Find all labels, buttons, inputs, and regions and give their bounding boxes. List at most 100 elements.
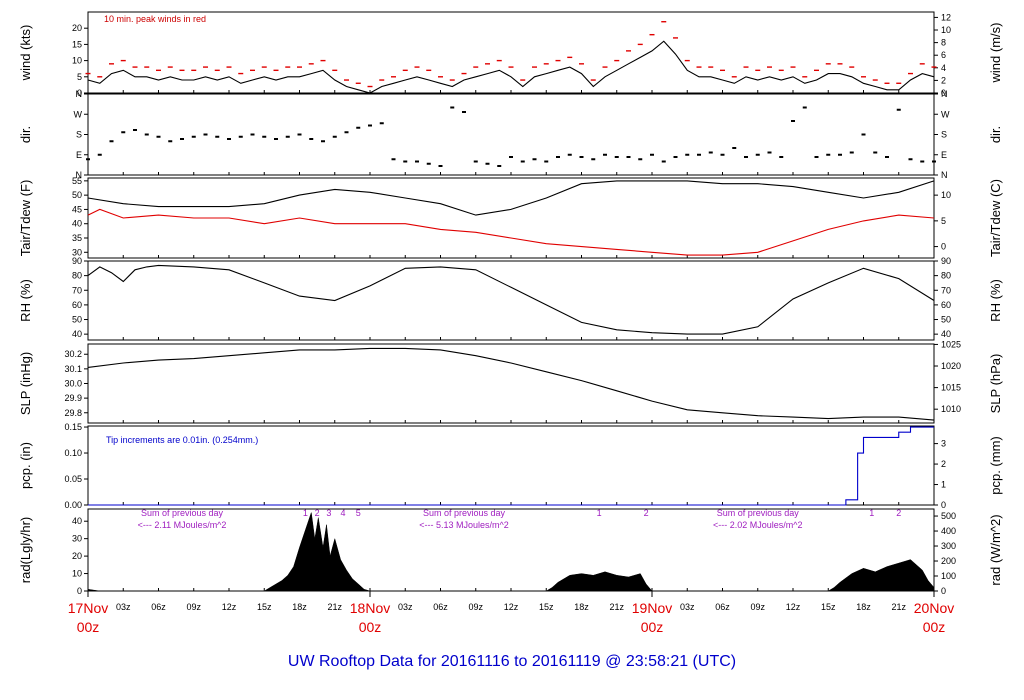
dir-point-40 (556, 156, 560, 158)
dir-point-18 (297, 133, 302, 136)
hour-tick-label-15: 06z (715, 602, 730, 612)
hour-tick-label-7: 03z (398, 602, 413, 612)
wind-ytick-right-label: 10 (941, 25, 951, 35)
hour-tick-label-2: 09z (186, 602, 201, 612)
temperature-ylabel: Tair/Tdew (F) (18, 180, 33, 257)
rh-ytick-label: 60 (72, 300, 82, 310)
pcp-ylabel: pcp. (in) (18, 442, 33, 489)
dir-point-33 (473, 160, 478, 163)
dir-ytick-label: W (74, 109, 83, 119)
radiation-marker-8: 2 (896, 508, 901, 518)
radiation-annotation-sub-1: <--- 5.13 MJoules/m^2 (419, 520, 509, 530)
panel-pcp: 0.00 0.05 0.10 0.15 0 1 2 3 pcp. (in) pcp. (mm) Ti… (18, 422, 1003, 510)
hour-tick-label-12: 18z (574, 602, 589, 612)
day-tick-label-3: 20Nov (914, 600, 954, 616)
dir-ytick-label: E (76, 150, 82, 160)
pcp-ylabel-right: pcp. (mm) (988, 436, 1003, 495)
wind-ytick-right-label: 2 (941, 75, 946, 85)
temperature-ytick-label: 30 (72, 247, 82, 257)
dir-point-59 (779, 156, 784, 158)
dir-point-7 (168, 140, 173, 143)
dir-point-57 (755, 153, 760, 156)
rh-ylabel: RH (%) (18, 279, 33, 322)
slp-ytick-label: 29.8 (64, 408, 82, 418)
dir-point-34 (485, 162, 490, 165)
dir-point-71 (920, 160, 925, 163)
wind-ytick-right-label: 4 (941, 63, 946, 73)
radiation-marker-2: 3 (326, 508, 331, 518)
dir-point-22 (344, 131, 349, 134)
hour-tick-label-9: 09z (468, 602, 483, 612)
dir-point-2 (109, 140, 114, 143)
dir-point-52 (697, 153, 701, 156)
rh-ytick-right-label: 50 (941, 315, 951, 325)
dir-ytick-right-label: S (941, 130, 947, 140)
rh-ytick-label: 70 (72, 285, 82, 295)
dir-point-46 (626, 156, 631, 158)
dir-point-62 (814, 156, 819, 158)
dir-point-28 (415, 160, 419, 163)
hour-tick-label-18: 15z (821, 602, 836, 612)
day-tick-sub-2: 00z (641, 619, 664, 635)
hour-tick-label-0: 03z (116, 602, 131, 612)
dir-point-21 (332, 135, 337, 138)
dir-point-43 (591, 158, 596, 161)
slp-ylabel-right: SLP (hPa) (988, 354, 1003, 414)
rh-series-0 (87, 264, 935, 335)
radiation-ytick-right-label: 500 (941, 511, 956, 521)
temperature-series-1 (87, 208, 935, 256)
pcp-series-0 (88, 426, 934, 506)
wind-frame (87, 11, 935, 94)
dir-point-50 (673, 156, 678, 158)
dir-point-63 (826, 153, 831, 156)
radiation-ytick-label: 10 (72, 569, 82, 579)
hour-tick-label-16: 09z (750, 602, 765, 612)
wind-ytick-label: 20 (72, 23, 82, 33)
temperature-ylabel-right: Tair/Tdew (C) (988, 179, 1003, 257)
pcp-ytick-label: 0.05 (64, 474, 82, 484)
pcp-ytick-right-label: 0 (941, 500, 946, 510)
radiation-marker-7: 1 (869, 508, 874, 518)
slp-ylabel: SLP (inHg) (18, 352, 33, 415)
radiation-annotation-sub-0: <--- 2.11 MJoules/m^2 (138, 520, 227, 530)
dir-point-25 (379, 122, 384, 125)
rh-ytick-right-label: 60 (941, 300, 951, 310)
wind-annotation: 10 min. peak winds in red (104, 14, 206, 24)
slp-ytick-right-label: 1010 (941, 404, 961, 414)
dir-point-68 (885, 156, 889, 158)
dir-point-14 (250, 133, 255, 136)
hour-tick-label-4: 15z (257, 602, 272, 612)
dir-ytick-label: N (76, 89, 83, 99)
radiation-ytick-right-label: 400 (941, 526, 956, 536)
dir-point-60 (791, 120, 795, 122)
rh-ytick-right-label: 40 (941, 329, 951, 339)
dir-ytick-right-label: E (941, 150, 947, 160)
wind-ylabel: wind (kts) (18, 25, 33, 82)
temperature-ytick-label: 40 (72, 219, 82, 229)
panel-temperature: 30 35 40 45 50 55 0 5 10 Tair/Tdew (F) Tair/Tdew (… (18, 176, 1003, 259)
dir-point-55 (732, 147, 737, 149)
wind-ylabel-right: wind (m/s) (988, 23, 1003, 84)
dir-point-20 (321, 140, 325, 143)
dir-point-49 (661, 160, 666, 163)
wind-ytick-right-label: 8 (941, 38, 946, 48)
wind-ytick-right-label: 6 (941, 50, 946, 60)
temperature-ytick-label: 50 (72, 190, 82, 200)
rh-frame (87, 260, 935, 341)
hour-tick-label-13: 21z (609, 602, 624, 612)
dir-point-30 (438, 165, 443, 167)
dir-point-35 (497, 165, 502, 167)
wind-ytick-label: 0 (77, 88, 82, 98)
dir-point-37 (520, 160, 525, 163)
wind-ytick-label: 5 (77, 72, 82, 82)
day-tick-label-1: 18Nov (350, 600, 390, 616)
dir-point-15 (262, 135, 267, 138)
pcp-ytick-right-label: 2 (941, 459, 946, 469)
hour-tick-label-14: 03z (680, 602, 695, 612)
dir-ytick-right-label: N (941, 170, 948, 180)
pcp-ytick-label: 0.00 (64, 500, 82, 510)
dir-point-69 (896, 108, 901, 111)
